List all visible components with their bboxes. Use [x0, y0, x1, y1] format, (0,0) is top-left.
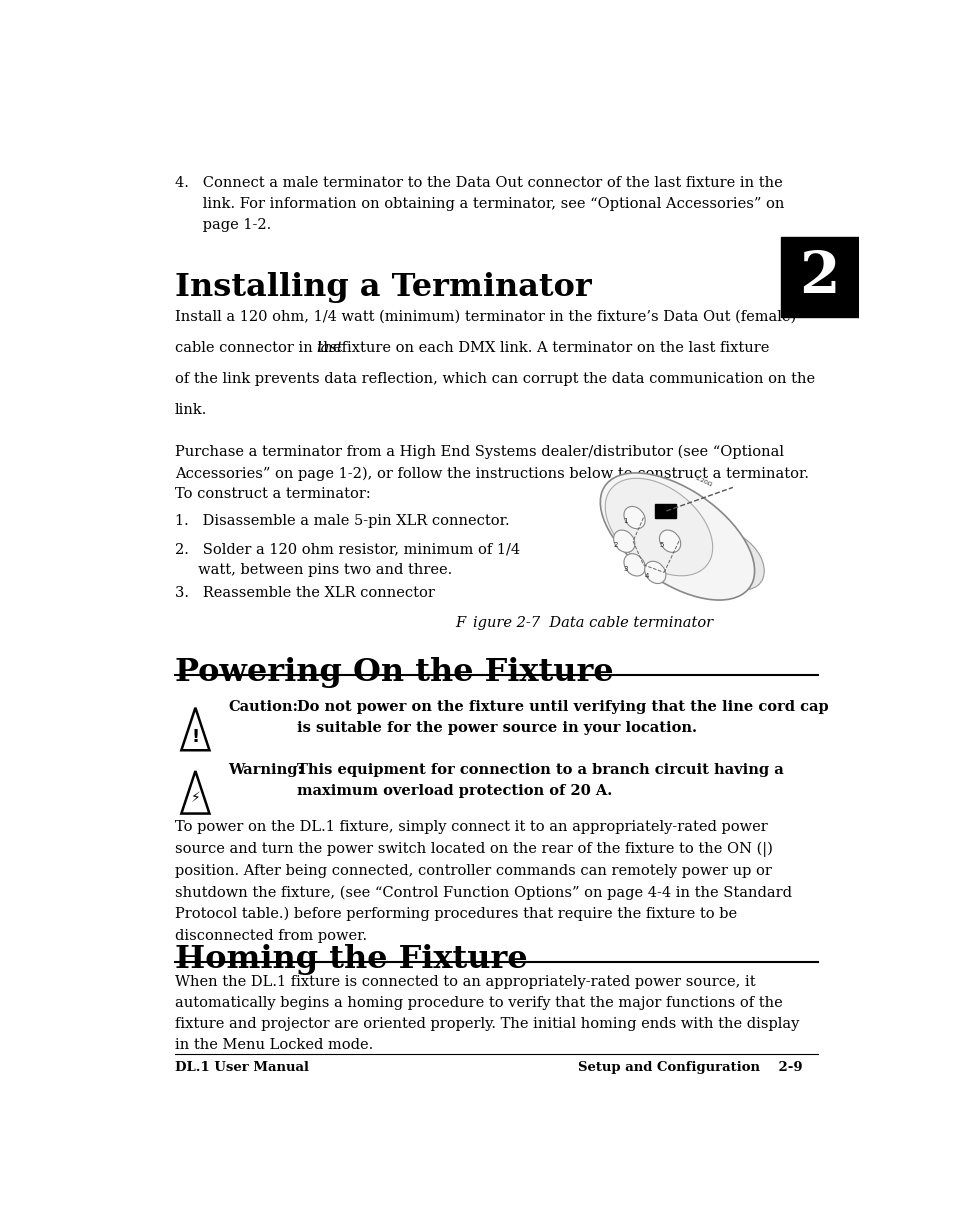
Ellipse shape — [613, 530, 634, 552]
Text: Setup and Configuration    2-9: Setup and Configuration 2-9 — [577, 1061, 801, 1074]
Text: 2: 2 — [613, 542, 617, 548]
Text: To construct a terminator:: To construct a terminator: — [174, 487, 370, 502]
Text: 3.   Reassemble the XLR connector: 3. Reassemble the XLR connector — [174, 585, 435, 600]
Text: To power on the DL.1 fixture, simply connect it to an appropriately-rated power
: To power on the DL.1 fixture, simply con… — [174, 820, 791, 942]
Text: Install a 120 ohm, 1/4 watt (minimum) terminator in the fixture’s Data Out (fema: Install a 120 ohm, 1/4 watt (minimum) te… — [174, 309, 795, 324]
Ellipse shape — [659, 530, 680, 552]
Text: 1.20Ω: 1.20Ω — [693, 475, 712, 487]
Text: 1.   Disassemble a male 5-pin XLR connector.: 1. Disassemble a male 5-pin XLR connecto… — [174, 514, 509, 528]
Ellipse shape — [700, 530, 763, 590]
FancyBboxPatch shape — [781, 237, 858, 318]
Text: 3: 3 — [623, 566, 627, 572]
Text: ⚡: ⚡ — [191, 791, 200, 805]
Text: Caution:: Caution: — [228, 699, 297, 714]
Text: Powering On the Fixture: Powering On the Fixture — [174, 658, 613, 688]
Text: 2: 2 — [799, 249, 840, 306]
Text: Warning:: Warning: — [228, 763, 303, 777]
Text: 1: 1 — [623, 518, 627, 524]
Text: !: ! — [192, 728, 199, 746]
Text: When the DL.1 fixture is connected to an appropriately-rated power source, it
au: When the DL.1 fixture is connected to an… — [174, 975, 799, 1053]
Ellipse shape — [644, 561, 665, 584]
Ellipse shape — [604, 479, 712, 575]
Text: igure 2-7  Data cable terminator: igure 2-7 Data cable terminator — [472, 616, 712, 629]
Ellipse shape — [623, 553, 644, 575]
Text: This equipment for connection to a branch circuit having a
maximum overload prot: This equipment for connection to a branc… — [296, 763, 782, 799]
Text: 4: 4 — [643, 573, 648, 579]
Text: cable connector in the: cable connector in the — [174, 341, 345, 355]
Ellipse shape — [599, 472, 754, 600]
Text: last: last — [316, 341, 343, 355]
Text: Homing the Fixture: Homing the Fixture — [174, 944, 527, 974]
Text: Purchase a terminator from a High End Systems dealer/distributor (see “Optional
: Purchase a terminator from a High End Sy… — [174, 445, 808, 481]
Text: Do not power on the fixture until verifying that the line cord cap
is suitable f: Do not power on the fixture until verify… — [296, 699, 827, 735]
Text: 2.   Solder a 120 ohm resistor, minimum of 1/4
     watt, between pins two and t: 2. Solder a 120 ohm resistor, minimum of… — [174, 542, 519, 578]
Text: of the link prevents data reflection, which can corrupt the data communication o: of the link prevents data reflection, wh… — [174, 372, 814, 387]
Text: 4.   Connect a male terminator to the Data Out connector of the last fixture in : 4. Connect a male terminator to the Data… — [174, 175, 783, 232]
Ellipse shape — [623, 507, 644, 529]
Text: F: F — [456, 616, 465, 629]
Text: 5: 5 — [659, 542, 662, 548]
Text: link.: link. — [174, 404, 207, 417]
Text: DL.1 User Manual: DL.1 User Manual — [174, 1061, 309, 1074]
Text: fixture on each DMX link. A terminator on the last fixture: fixture on each DMX link. A terminator o… — [336, 341, 768, 355]
Text: Installing a Terminator: Installing a Terminator — [174, 272, 591, 303]
FancyBboxPatch shape — [655, 504, 676, 518]
Polygon shape — [181, 771, 210, 814]
Polygon shape — [181, 708, 210, 750]
